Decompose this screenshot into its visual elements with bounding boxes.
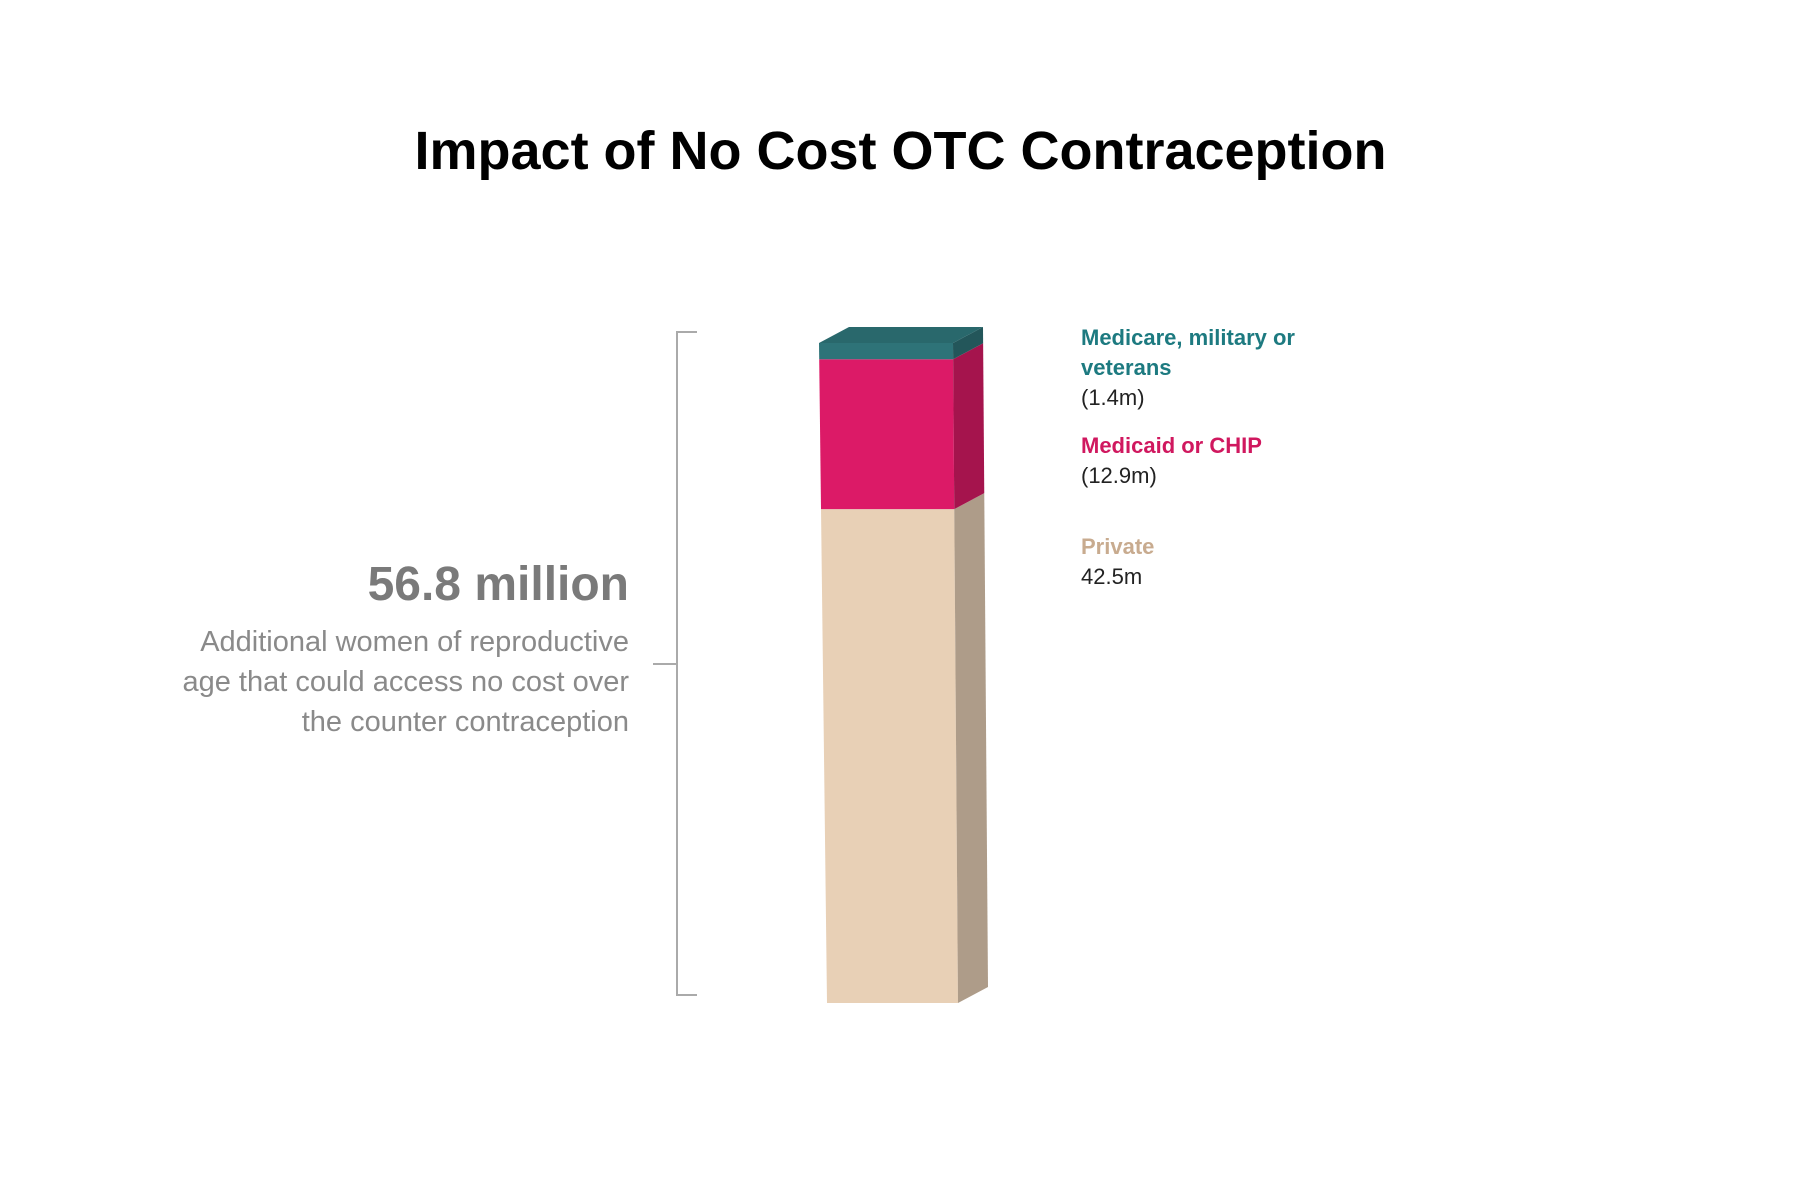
bar-segment-top-medicare-military-or-veterans <box>819 327 983 343</box>
bar-segment-medicaid-or-chip <box>819 359 955 510</box>
legend-label-medicare-line-1: Medicare, military or <box>1081 325 1295 350</box>
bar-segment-side-private <box>954 493 988 1003</box>
bar-segment-medicare-military-or-veterans <box>819 343 954 360</box>
legend-value-medicare: (1.4m) <box>1081 385 1145 410</box>
total-callout-value: 56.8 million <box>367 558 629 611</box>
total-bracket <box>653 331 697 996</box>
callout-description-line-3: the counter contraception <box>301 706 629 738</box>
callout-description-line-2: age that could access no cost over <box>182 666 629 698</box>
legend-item-private: Private 42.5m <box>1081 532 1381 592</box>
callout-description-line-1: Additional women of reproductive <box>200 626 629 658</box>
legend-label-private: Private <box>1081 534 1155 559</box>
bar-segment-side-medicare-military-or-veterans <box>953 327 984 360</box>
total-callout-description: Additional women of reproductive age tha… <box>109 622 629 742</box>
legend-item-medicaid: Medicaid or CHIP (12.9m) <box>1081 431 1381 491</box>
legend-item-medicare: Medicare, military or veterans (1.4m) <box>1081 323 1381 413</box>
chart-title: Impact of No Cost OTC Contraception <box>414 121 1387 181</box>
legend-label-medicare-line-2: veterans <box>1081 355 1172 380</box>
bar-segment-private <box>821 509 958 1003</box>
bar-segment-side-medicaid-or-chip <box>953 343 985 510</box>
bar-segments <box>819 327 988 1003</box>
legend-label-medicaid: Medicaid or CHIP <box>1081 433 1262 458</box>
legend-value-private: 42.5m <box>1081 564 1143 589</box>
legend-value-medicaid: (12.9m) <box>1081 463 1157 488</box>
